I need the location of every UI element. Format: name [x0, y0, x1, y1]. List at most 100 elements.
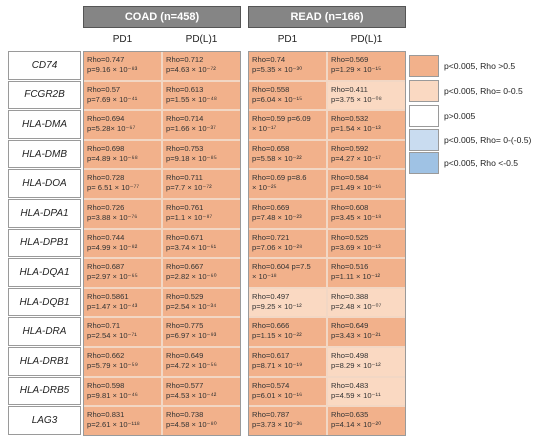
legend-swatch	[409, 80, 439, 102]
legend-swatch	[409, 129, 439, 151]
p-value: p=6.04 × 10⁻¹⁵	[252, 94, 303, 104]
table-cell: Rho=0.658 p=5.58 × 10⁻²²	[248, 139, 327, 170]
p-value: p=4.89 × 10⁻⁶⁸	[87, 153, 138, 163]
rho-value: Rho=0.592	[331, 143, 369, 153]
rho-value: Rho=0.608	[331, 203, 369, 212]
p-value: p=3.43 × 10⁻²¹	[331, 331, 381, 341]
rho-value: Rho=0.714	[166, 114, 204, 124]
table-cell: Rho=0.738 p=4.58 × 10⁻⁸⁰	[162, 406, 241, 436]
rho-value: Rho=0.831	[87, 410, 125, 420]
p-value: p=2.54 × 10⁻⁷¹	[87, 331, 137, 341]
gene-label: HLA-DQB1	[8, 287, 81, 317]
table-cell: Rho=0.525 p=3.69 × 10⁻¹³	[327, 228, 406, 259]
table-cell: Rho=0.649 p=4.72 × 10⁻⁵⁶	[162, 347, 241, 377]
rho-value: Rho=0.529	[166, 291, 204, 301]
table-cell: Rho=0.577 p=4.53 × 10⁻⁴²	[162, 376, 241, 407]
table-cell: Rho=0.598 p=9.81 × 10⁻⁴⁶	[83, 376, 162, 407]
table-cell: Rho=0.613 p=1.55 × 10⁻⁴⁸	[162, 80, 241, 111]
rho-value: Rho=0.497	[252, 291, 290, 301]
table-cell: Rho=0.558 p=6.04 × 10⁻¹⁵	[248, 80, 327, 111]
p-value: p=2.61 × 10⁻¹¹⁸	[87, 420, 140, 430]
rho-value: Rho=0.57	[87, 84, 121, 94]
table-cell: Rho=0.388 p=2.48 × 10⁻⁰⁷	[327, 287, 406, 318]
p-value: p=3.73 × 10⁻³⁶	[252, 420, 303, 430]
table-cell: Rho=0.698 p=4.89 × 10⁻⁶⁸	[83, 139, 162, 170]
table-cell: Rho=0.608 p=3.45 × 10⁻¹⁸	[327, 199, 406, 229]
p-value: p=7.48 × 10⁻²³	[252, 213, 302, 222]
table-cell: Rho=0.529 p=2.54 × 10⁻³⁴	[162, 287, 241, 318]
p-value: p=4.27 × 10⁻¹⁷	[331, 153, 381, 163]
rho-value: Rho=0.666	[252, 321, 290, 331]
p-value: p=7.06 × 10⁻²⁸	[252, 242, 303, 252]
legend-label: p<0.005, Rho >0.5	[444, 61, 516, 71]
table-cell: Rho=0.669 p=7.48 × 10⁻²³	[248, 199, 327, 229]
gene-label: HLA-DRB5	[8, 376, 81, 406]
rho-value: Rho=0.662	[87, 351, 125, 360]
p-value: p=4.72 × 10⁻⁵⁶	[166, 361, 217, 370]
p-value: p=5.35 × 10⁻³⁰	[252, 65, 303, 74]
table-cell: Rho=0.711 p=7.7 × 10⁻⁷²	[162, 169, 241, 199]
p-value: p=4.58 × 10⁻⁸⁰	[166, 420, 217, 430]
p-value: p=3.88 × 10⁻⁷⁶	[87, 213, 138, 222]
rho-value: Rho=0.598	[87, 380, 125, 390]
table-cell: Rho=0.574 p=6.01 × 10⁻¹⁶	[248, 376, 327, 407]
rho-value: Rho=0.411	[331, 84, 368, 94]
p-value: p=4.63 × 10⁻⁷²	[166, 65, 216, 74]
rho-value: Rho=0.712	[166, 55, 204, 64]
p-value: p=3.75 × 10⁻⁰⁸	[331, 94, 382, 104]
rho-value: Rho=0.71	[87, 321, 121, 331]
p-value: p=3.74 × 10⁻⁶¹	[166, 242, 217, 252]
p-value: p=3.69 × 10⁻¹³	[331, 242, 381, 252]
table-cell: Rho=0.662 p=5.79 × 10⁻⁵⁹	[83, 347, 162, 377]
p-value: p=4.59 × 10⁻¹¹	[331, 390, 381, 400]
gene-label: HLA-DQA1	[8, 258, 81, 287]
p-value: p= 6.51 × 10⁻⁷⁷	[87, 183, 140, 193]
table-cell: Rho=0.74 p=5.35 × 10⁻³⁰	[248, 51, 327, 81]
rho-value: Rho=0.753	[166, 143, 204, 153]
rho-value: Rho=0.617	[252, 351, 290, 360]
rho-value: Rho=0.775	[166, 321, 204, 331]
rho-value: Rho=0.761	[166, 203, 204, 212]
rho-value: Rho=0.649	[166, 351, 204, 360]
table-cell: Rho=0.667 p=2.82 × 10⁻⁶⁰	[162, 258, 241, 288]
table-cell: Rho=0.787 p=3.73 × 10⁻³⁶	[248, 406, 327, 436]
p-value: × 10⁻²⁵	[252, 183, 277, 193]
table-cell: Rho=0.714 p=1.66 × 10⁻³⁷	[162, 110, 241, 140]
p-value: p=5.58 × 10⁻²²	[252, 153, 302, 163]
rho-value: Rho=0.744	[87, 232, 125, 242]
table-cell: Rho=0.726 p=3.88 × 10⁻⁷⁶	[83, 199, 162, 229]
p-value: p=1.15 × 10⁻²²	[252, 331, 302, 341]
rho-value: Rho=0.649	[331, 321, 369, 331]
table-cell: Rho=0.483 p=4.59 × 10⁻¹¹	[327, 376, 406, 407]
p-value: p=2.82 × 10⁻⁶⁰	[166, 272, 217, 282]
p-value: p=1.1 × 10⁻⁸⁷	[166, 213, 213, 222]
rho-value: Rho=0.498	[331, 351, 369, 360]
gene-label: HLA-DPB1	[8, 228, 81, 258]
legend-label: p<0.005, Rho= 0-0.5	[444, 86, 523, 96]
rho-value: Rho=0.69 p=8.6	[252, 173, 307, 183]
table-cell: Rho=0.687 p=2.97 × 10⁻⁶⁵	[83, 258, 162, 288]
rho-value: Rho=0.669	[252, 203, 290, 212]
p-value: p=1.29 × 10⁻¹⁵	[331, 65, 382, 74]
p-value: p=1.66 × 10⁻³⁷	[166, 124, 216, 134]
table-cell: Rho=0.5861 p=1.47 × 10⁻⁴³	[83, 287, 162, 318]
table-cell: Rho=0.721 p=7.06 × 10⁻²⁸	[248, 228, 327, 259]
legend-swatch	[409, 55, 439, 77]
rho-value: Rho=0.525	[331, 232, 369, 242]
rho-value: Rho=0.577	[166, 380, 204, 390]
gene-label: LAG3	[8, 406, 81, 435]
rho-value: Rho=0.74	[252, 55, 286, 64]
rho-value: Rho=0.558	[252, 84, 290, 94]
p-value: p=3.45 × 10⁻¹⁸	[331, 213, 382, 222]
table-cell: Rho=0.71 p=2.54 × 10⁻⁷¹	[83, 317, 162, 347]
table-cell: Rho=0.694 p=5.28× 10⁻⁶⁷	[83, 110, 162, 140]
gene-label: HLA-DPA1	[8, 199, 81, 228]
rho-value: Rho=0.787	[252, 410, 290, 420]
gene-label: HLA-DRA	[8, 317, 81, 346]
rho-value: Rho=0.694	[87, 114, 125, 124]
rho-value: Rho=0.516	[331, 262, 369, 272]
p-value: p=6.01 × 10⁻¹⁶	[252, 390, 303, 400]
table-cell: Rho=0.671 p=3.74 × 10⁻⁶¹	[162, 228, 241, 259]
rho-value: Rho=0.698	[87, 143, 125, 153]
rho-value: Rho=0.483	[331, 380, 369, 390]
